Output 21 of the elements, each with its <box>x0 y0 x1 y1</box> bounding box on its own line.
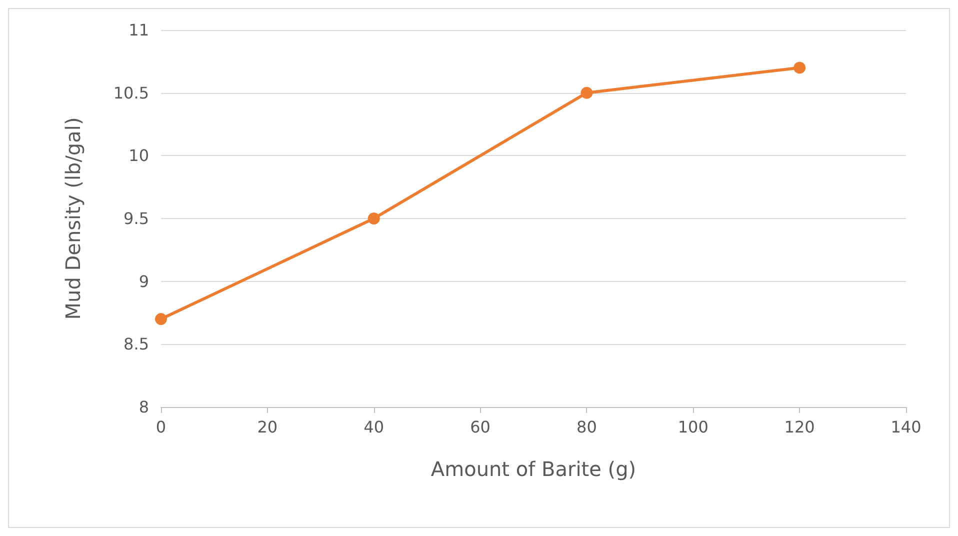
y-tick-label: 10 <box>128 146 149 166</box>
y-tick-label: 11 <box>128 20 149 40</box>
x-tick-label: 120 <box>784 418 815 436</box>
x-tick-label: 60 <box>470 418 490 436</box>
point <box>368 212 380 224</box>
y-tick-label: 8.5 <box>124 334 149 354</box>
x-tick-label: 20 <box>257 418 278 436</box>
x-tick-label: 0 <box>156 418 166 436</box>
y-tick-label: 8 <box>138 398 149 416</box>
y-axis-title: Mud Density (lb/gal) <box>61 117 85 320</box>
x-tick-label: 100 <box>678 418 708 436</box>
y-tick-label: 10.5 <box>113 83 149 102</box>
x-tick-label: 80 <box>576 418 597 436</box>
y-tick-label: 9 <box>138 272 149 291</box>
point <box>794 62 806 74</box>
x-tick-label: 40 <box>364 418 384 436</box>
x-tick-label: 140 <box>890 418 922 436</box>
point <box>580 86 593 99</box>
x-axis-title: Amount of Barite (g) <box>430 457 636 481</box>
point <box>155 313 167 326</box>
y-tick-label: 9.5 <box>124 209 149 228</box>
